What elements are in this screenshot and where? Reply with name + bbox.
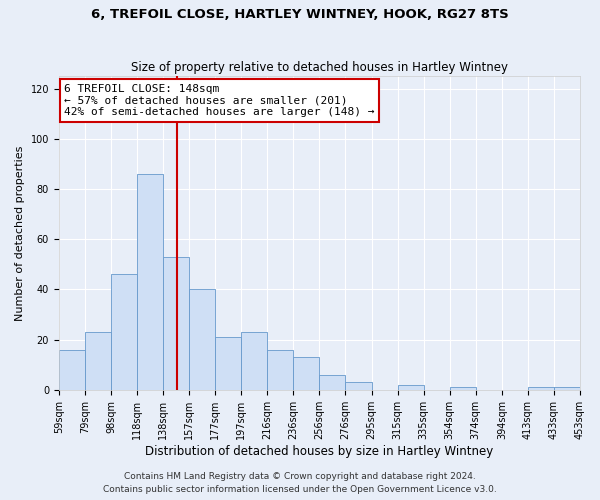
Text: 6 TREFOIL CLOSE: 148sqm
← 57% of detached houses are smaller (201)
42% of semi-d: 6 TREFOIL CLOSE: 148sqm ← 57% of detache…: [64, 84, 374, 117]
Text: Contains HM Land Registry data © Crown copyright and database right 2024.
Contai: Contains HM Land Registry data © Crown c…: [103, 472, 497, 494]
Y-axis label: Number of detached properties: Number of detached properties: [15, 146, 25, 320]
Bar: [554, 388, 580, 390]
Bar: [85, 332, 111, 390]
Text: 6, TREFOIL CLOSE, HARTLEY WINTNEY, HOOK, RG27 8TS: 6, TREFOIL CLOSE, HARTLEY WINTNEY, HOOK,…: [91, 8, 509, 20]
Bar: [346, 382, 371, 390]
Bar: [215, 337, 241, 390]
Bar: [137, 174, 163, 390]
X-axis label: Distribution of detached houses by size in Hartley Wintney: Distribution of detached houses by size …: [145, 444, 494, 458]
Title: Size of property relative to detached houses in Hartley Wintney: Size of property relative to detached ho…: [131, 60, 508, 74]
Bar: [163, 257, 189, 390]
Bar: [398, 385, 424, 390]
Bar: [189, 290, 215, 390]
Bar: [319, 375, 346, 390]
Bar: [241, 332, 267, 390]
Bar: [293, 357, 319, 390]
Bar: [267, 350, 293, 390]
Bar: [528, 388, 554, 390]
Bar: [449, 388, 476, 390]
Bar: [111, 274, 137, 390]
Bar: [59, 350, 85, 390]
